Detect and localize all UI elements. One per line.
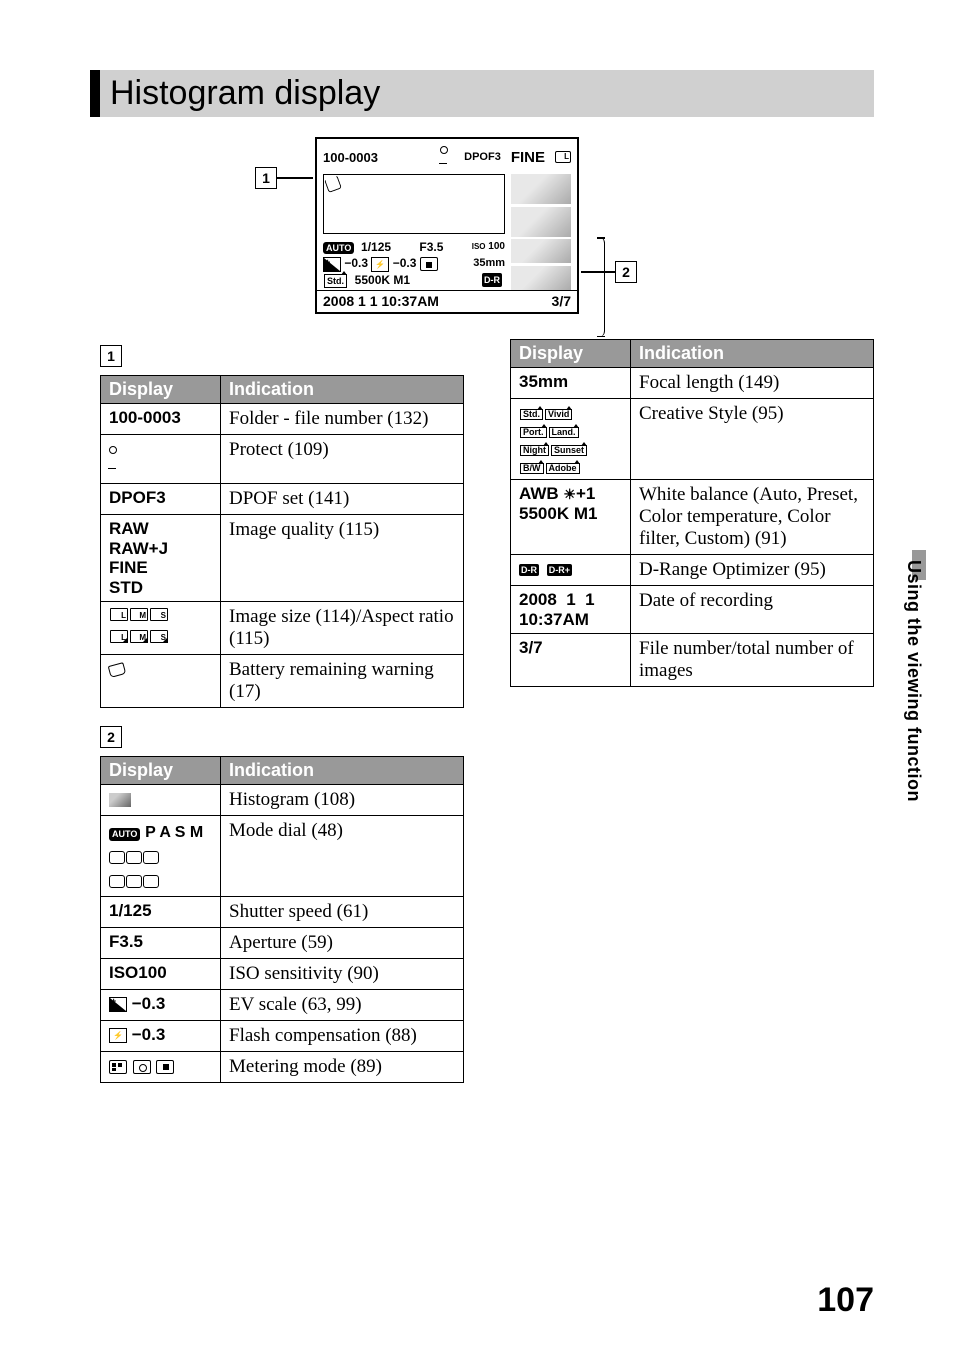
- flash-icon: ⚡: [109, 1028, 127, 1043]
- histogram-icon: [109, 793, 131, 807]
- meter-multi-icon: [109, 1060, 127, 1074]
- lcd-focal: 35mm: [473, 256, 505, 271]
- mini-histogram-3: [511, 239, 571, 263]
- table-row: D-R D-R+ D-Range Optimizer (95): [511, 555, 874, 586]
- lcd-date: 2008 1 1 10:37AM: [323, 293, 439, 309]
- aspect-m-icon: M: [130, 630, 148, 643]
- callout-box-1: 1: [255, 167, 277, 189]
- lcd-folder-file: 100-0003: [323, 150, 378, 165]
- meter-spot-icon: [156, 1060, 174, 1074]
- table-row: F3.5Aperture (59): [101, 928, 464, 959]
- table-row: LMS LMS Image size (114)/Aspect ratio (1…: [101, 602, 464, 655]
- callout-2: 2: [581, 261, 637, 283]
- mini-histogram-2: [511, 207, 571, 237]
- col-indication: Indication: [221, 757, 464, 785]
- lcd-wb: 5500K M1: [355, 273, 410, 287]
- lcd-flash: −0.3: [393, 256, 417, 270]
- mini-histogram-4: [511, 266, 571, 290]
- table-row: Histogram (108): [101, 785, 464, 816]
- table-row: AUTO P A S M Mode dial (48): [101, 816, 464, 897]
- table-row: ISO100ISO sensitivity (90): [101, 959, 464, 990]
- callout-box-2: 2: [615, 261, 637, 283]
- lcd-ev: −0.3: [344, 256, 368, 270]
- size-l-icon: L: [110, 608, 128, 621]
- dro-plus-icon: D-R+: [547, 564, 572, 576]
- table-row: RAWRAW+JFINESTDImage quality (115): [101, 515, 464, 602]
- table-row: 100-0003Folder - file number (132): [101, 404, 464, 435]
- meter-center-icon: [133, 1060, 151, 1074]
- table-header-row: Display Indication: [101, 376, 464, 404]
- meter-spot-icon: [420, 257, 438, 271]
- table-row: 2008 1 110:37AMDate of recording: [511, 586, 874, 634]
- page: Histogram display 1 100-0003 DPOF3 FINE …: [0, 0, 954, 1350]
- side-tab-label: Using the viewing function: [903, 560, 924, 802]
- size-m-icon: M: [130, 608, 148, 621]
- table-2: Display Indication Histogram (108) AUTO …: [100, 756, 464, 1083]
- col-indication: Indication: [631, 340, 874, 368]
- page-number: 107: [817, 1281, 874, 1320]
- col-indication: Indication: [221, 376, 464, 404]
- scene-icon-3: [143, 851, 159, 864]
- protect-icon: [440, 142, 454, 172]
- table-row: DPOF3DPOF set (141): [101, 484, 464, 515]
- lcd-aperture: F3.5: [419, 239, 443, 255]
- rotate-icon: [324, 175, 342, 193]
- auto-badge: AUTO: [323, 242, 354, 254]
- dr-icon: D-R: [482, 273, 502, 287]
- table-row: Std.Vivid Port.Land. NightSunset B/WAdob…: [511, 399, 874, 480]
- creative-style-icons: Std.Vivid Port.Land. NightSunset B/WAdob…: [511, 399, 631, 480]
- table-row: Metering mode (89): [101, 1052, 464, 1083]
- lcd-counter: 3/7: [552, 293, 571, 309]
- dro-off-icon: D-R: [519, 564, 539, 576]
- section-title-bar: Histogram display: [100, 70, 874, 117]
- section-title: Histogram display: [100, 74, 380, 112]
- aspect-l-icon: L: [110, 630, 128, 643]
- protect-key-icon: [109, 439, 123, 479]
- table-header-row: Display Indication: [511, 340, 874, 368]
- content-columns: 1 Display Indication 100-0003Folder - fi…: [100, 339, 874, 1083]
- scene-icon-5: [126, 875, 142, 888]
- lcd-dpof: DPOF3: [464, 151, 501, 163]
- size-s-icon: S: [150, 608, 168, 621]
- right-column: Display Indication 35mmFocal length (149…: [510, 339, 874, 687]
- table-row: −0.3EV scale (63, 99): [101, 990, 464, 1021]
- table-row: 1/125Shutter speed (61): [101, 897, 464, 928]
- battery-icon: [108, 662, 127, 678]
- table-row: 35mmFocal length (149): [511, 368, 874, 399]
- aspect-s-icon: S: [150, 630, 168, 643]
- sun-icon: ☀: [563, 486, 576, 502]
- section-marker-2: 2: [100, 726, 122, 748]
- lcd-shutter: 1/125: [361, 240, 391, 254]
- flash-comp-icon: ⚡: [371, 257, 389, 272]
- table-3: Display Indication 35mmFocal length (149…: [510, 339, 874, 687]
- ev-icon: [323, 257, 341, 272]
- size-icon: L: [555, 151, 571, 163]
- table-row: Protect (109): [101, 435, 464, 484]
- table-header-row: Display Indication: [101, 757, 464, 785]
- col-display: Display: [511, 340, 631, 368]
- histogram-diagram: 1 100-0003 DPOF3 FINE L: [60, 137, 834, 314]
- brace-icon: [587, 237, 605, 337]
- table-1: Display Indication 100-0003Folder - file…: [100, 375, 464, 708]
- table-row: AWB ☀+15500K M1White balance (Auto, Pres…: [511, 480, 874, 555]
- lcd-quality: FINE: [511, 149, 545, 166]
- section-marker-1: 1: [100, 345, 122, 367]
- table-row: Battery remaining warning (17): [101, 655, 464, 708]
- lcd-screen: 100-0003 DPOF3 FINE L: [315, 137, 579, 314]
- scene-icon-1: [109, 851, 125, 864]
- mini-histogram-1: [511, 174, 571, 204]
- table-row: 3/7File number/total number of images: [511, 634, 874, 687]
- style-badge: Std.: [324, 274, 347, 288]
- scene-icon-4: [109, 875, 125, 888]
- left-column: 1 Display Indication 100-0003Folder - fi…: [100, 339, 464, 1083]
- col-display: Display: [101, 376, 221, 404]
- table-row: ⚡ −0.3Flash compensation (88): [101, 1021, 464, 1052]
- ev-scale-icon: [109, 997, 127, 1012]
- callout-1: 1: [255, 167, 313, 189]
- scene-icon-2: [126, 851, 142, 864]
- lcd-image-frame: [323, 174, 505, 234]
- scene-icon-6: [143, 875, 159, 888]
- auto-icon: AUTO: [109, 828, 140, 841]
- col-display: Display: [101, 757, 221, 785]
